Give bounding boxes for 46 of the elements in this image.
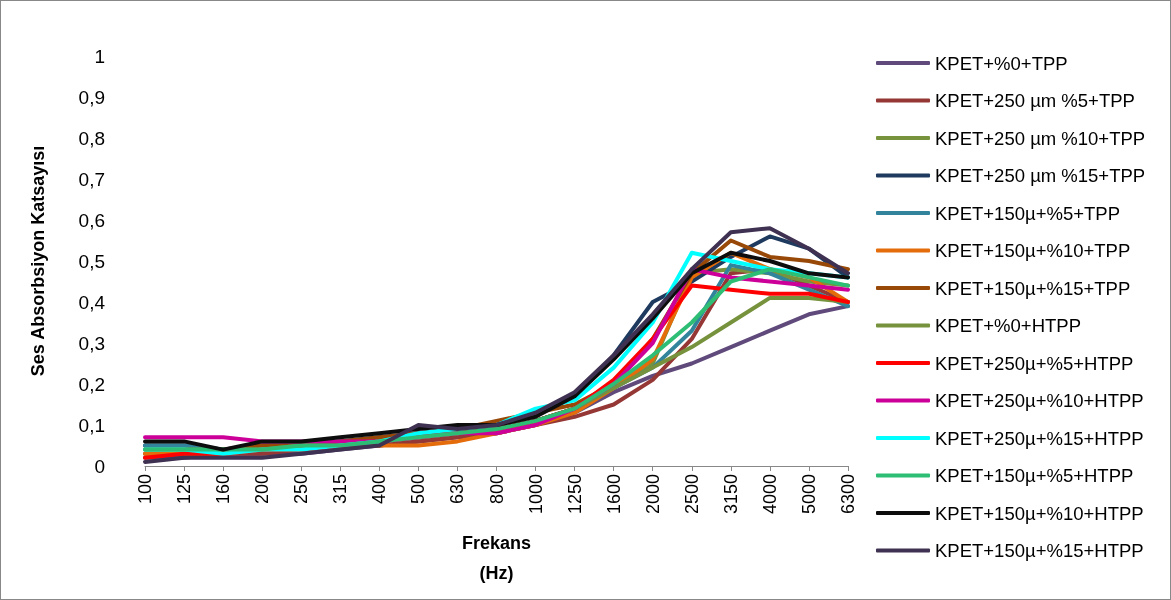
x-tick-label: 2000 bbox=[642, 474, 663, 515]
y-tick-label: 1 bbox=[94, 45, 105, 67]
y-tick-label: 0,3 bbox=[78, 332, 105, 354]
legend-label: KPET+250µ+%10+HTPP bbox=[935, 390, 1144, 411]
x-axis-title: Frekans (Hz) bbox=[461, 533, 532, 583]
y-axis-title: Ses Absorbsiyon Katsayısı bbox=[28, 145, 48, 377]
x-tick-label: 125 bbox=[174, 474, 195, 505]
y-tick-label: 0,2 bbox=[78, 373, 105, 395]
y-tick-label: 0,9 bbox=[78, 86, 105, 108]
y-tick-label: 0,8 bbox=[78, 127, 105, 149]
x-tick-label: 200 bbox=[252, 474, 273, 505]
legend-label: KPET+250 µm %15+TPP bbox=[935, 165, 1146, 186]
y-tick-label: 0,7 bbox=[78, 168, 105, 190]
legend-label: KPET+150µ+%15+HTPP bbox=[935, 540, 1144, 561]
x-tick-label: 1000 bbox=[525, 474, 546, 515]
x-tick-label: 1250 bbox=[564, 474, 585, 515]
x-tick-label: 5000 bbox=[798, 474, 819, 515]
x-tick-label: 4000 bbox=[759, 474, 780, 515]
y-tick-label: 0,5 bbox=[78, 250, 105, 272]
y-tick-label: 0,1 bbox=[78, 414, 105, 436]
x-tick-label: 160 bbox=[213, 474, 234, 505]
legend-label: KPET+250 µm %5+TPP bbox=[935, 90, 1135, 111]
legend-label: KPET+%0+TPP bbox=[935, 52, 1068, 74]
legend-label: KPET+150µ+%10+TPP bbox=[935, 240, 1131, 261]
legend-label: KPET+150µ+%15+TPP bbox=[935, 277, 1131, 299]
x-tick-label: 315 bbox=[330, 474, 351, 505]
legend-label: KPET+250 µm %10+TPP bbox=[935, 127, 1146, 149]
y-tick-label: 0,4 bbox=[78, 291, 106, 313]
x-tick-label: 400 bbox=[369, 474, 390, 505]
x-tick-label: 100 bbox=[135, 474, 155, 505]
x-tick-label: 2500 bbox=[681, 474, 702, 515]
x-tick-label: 250 bbox=[291, 474, 312, 505]
y-tick-label: 0 bbox=[94, 455, 105, 477]
legend-label: KPET+250µ+%5+HTPP bbox=[935, 352, 1134, 374]
legend-label: KPET+%0+HTPP bbox=[935, 315, 1082, 336]
legend-label: KPET+150µ+%10+HTPP bbox=[935, 502, 1144, 524]
legend-label: KPET+150µ+%5+HTPP bbox=[935, 465, 1134, 486]
y-tick-label: 0,6 bbox=[78, 209, 105, 231]
x-tick-label: 3150 bbox=[720, 474, 741, 515]
legend-label: KPET+250µ+%15+HTPP bbox=[935, 427, 1144, 449]
x-tick-label: 1600 bbox=[603, 474, 624, 515]
legend-label: KPET+150µ+%5+TPP bbox=[935, 202, 1120, 224]
x-tick-label: 630 bbox=[447, 474, 468, 505]
x-tick-label: 500 bbox=[408, 474, 429, 505]
x-tick-label: 800 bbox=[486, 474, 507, 505]
x-tick-label: 6300 bbox=[838, 474, 858, 515]
